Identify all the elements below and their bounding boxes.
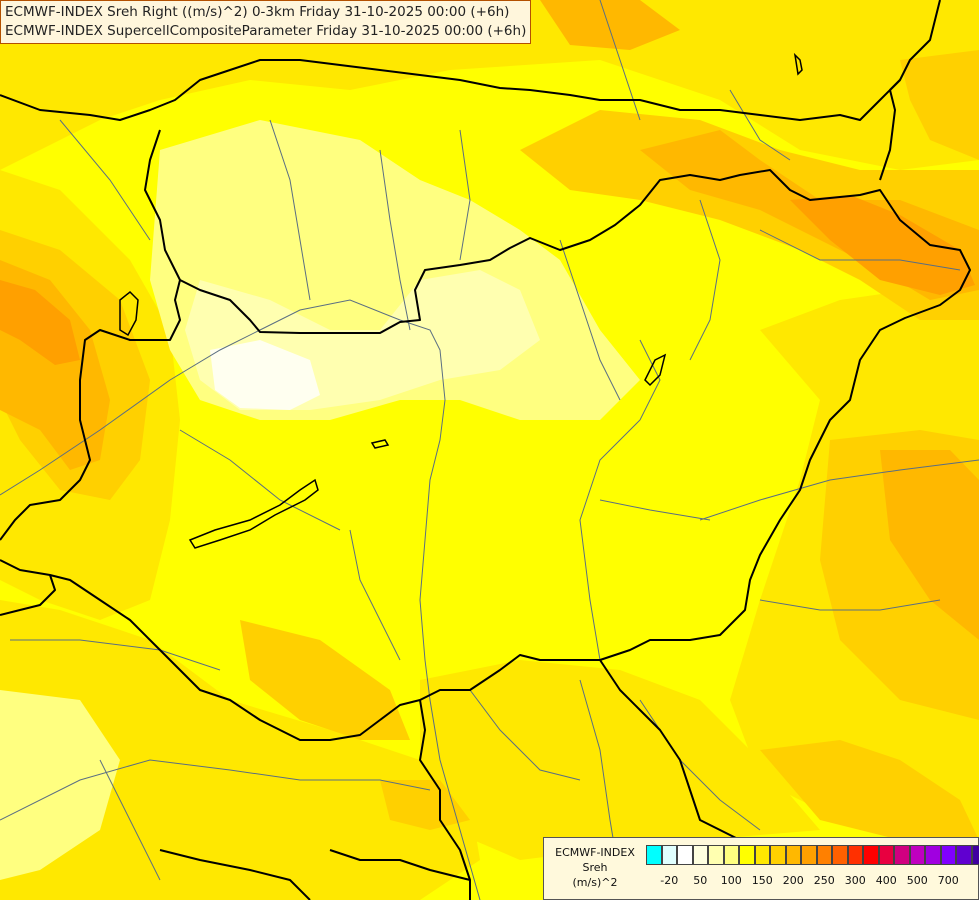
sreh-field-gold-southwest <box>0 600 480 900</box>
river-bottom-left <box>99 759 161 881</box>
sreh-field-orange-top <box>540 0 680 50</box>
border-slovakia-west <box>144 129 181 281</box>
border-romania-east <box>879 79 901 181</box>
lake-small-1 <box>370 439 390 449</box>
legend-swatch-15 <box>878 845 894 865</box>
lake-small-2 <box>644 353 667 387</box>
border-slovenia <box>0 574 56 616</box>
lakes <box>119 52 803 549</box>
map-title-line-1: ECMWF-INDEX Sreh Right ((m/s)^2) 0-3km F… <box>5 4 510 20</box>
legend-swatch-8 <box>770 845 786 865</box>
river-north-3 <box>459 129 471 261</box>
border-croatia-serbia <box>419 699 471 900</box>
river-tisza <box>579 339 661 661</box>
sreh-field-amber-lowwest <box>240 620 410 740</box>
sreh-field-gold-south <box>420 660 820 860</box>
sreh-field-amber-southcentral <box>760 740 979 840</box>
river-central-1 <box>179 429 341 531</box>
sreh-field-orange-southeast <box>880 450 979 640</box>
legend-tick-label: 200 <box>782 874 804 887</box>
sreh-field-orange-topright <box>900 50 979 160</box>
lake-balaton <box>188 478 319 549</box>
river-central-2 <box>349 529 401 661</box>
legend-swatch-21 <box>971 845 979 865</box>
river-north-1 <box>269 119 311 301</box>
river-ne-2 <box>689 199 721 361</box>
legend-swatch-10 <box>801 845 817 865</box>
river-ne-3 <box>759 229 961 271</box>
legend-tick-label: 150 <box>751 874 773 887</box>
legend-tick-label: 700 <box>937 874 959 887</box>
legend-swatch-2 <box>677 845 693 865</box>
legend-tick-label: 250 <box>813 874 835 887</box>
sreh-field-very-pale-central <box>210 340 320 410</box>
legend-tick-label: 100 <box>720 874 742 887</box>
map-title-line-2: ECMWF-INDEX SupercellCompositeParameter … <box>5 23 527 39</box>
legend-swatch-7 <box>754 845 770 865</box>
legend-swatch-18 <box>925 845 941 865</box>
sreh-field-amber-northeast <box>520 110 979 320</box>
sreh-field-dark-orange-ne <box>790 195 975 295</box>
border-hungary <box>0 169 971 741</box>
legend-swatch-5 <box>723 845 739 865</box>
legend-swatch-11 <box>816 845 832 865</box>
river-danube-north <box>0 299 481 900</box>
border-bottom-left <box>159 849 311 900</box>
legend-swatch-6 <box>739 845 755 865</box>
legend-tick-label: 500 <box>906 874 928 887</box>
legend-swatch-3 <box>692 845 708 865</box>
lake-neusiedl <box>119 290 139 337</box>
legend-swatch-1 <box>661 845 677 865</box>
legend-swatch-20 <box>956 845 972 865</box>
river-drava <box>0 759 431 821</box>
map-title-box: ECMWF-INDEX Sreh Right ((m/s)^2) 0-3km F… <box>0 0 532 44</box>
legend-tick-label: -20 <box>660 874 679 887</box>
border-austria-hungary-west <box>0 279 181 541</box>
legend-swatch-12 <box>832 845 848 865</box>
legend-swatch-19 <box>940 845 956 865</box>
border-serbia <box>599 659 741 841</box>
sreh-field-amber-bottom <box>380 780 470 830</box>
legend-swatch-9 <box>785 845 801 865</box>
legend-title-line-1: ECMWF-INDEX <box>555 846 635 859</box>
lake-small-3 <box>793 52 803 76</box>
legend-color-scale <box>646 845 979 865</box>
legend-swatch-17 <box>909 845 925 865</box>
river-north-2 <box>379 149 411 331</box>
river-west-1 <box>59 119 151 241</box>
legend-tick-label: 50 <box>693 874 708 887</box>
river-ne-1 <box>559 239 621 401</box>
legend-swatch-16 <box>894 845 910 865</box>
legend-tick-label: 300 <box>844 874 866 887</box>
legend-title-line-3: (m/s)^2 <box>572 876 618 889</box>
legend-swatch-13 <box>847 845 863 865</box>
river-top-2 <box>729 89 791 161</box>
legend-tick-labels: -20 50 100 150 200 250 300 400 500 700 <box>646 874 976 890</box>
legend-tick-label: 400 <box>875 874 897 887</box>
sreh-field-dark-orange-west <box>0 280 80 365</box>
legend: ECMWF-INDEX Sreh (m/s)^2 -20 50 100 150 200 2… <box>543 837 979 900</box>
legend-swatch-0 <box>646 845 662 865</box>
sreh-field-light-southwest <box>0 690 120 880</box>
river-mures <box>699 459 979 521</box>
river-se-1 <box>599 499 711 521</box>
legend-swatch-4 <box>708 845 724 865</box>
legend-swatch-14 <box>863 845 879 865</box>
legend-title-line-2: Sreh <box>582 861 608 874</box>
river-south-1 <box>469 689 581 781</box>
legend-title: ECMWF-INDEX Sreh (m/s)^2 <box>548 845 642 890</box>
river-west-2 <box>10 639 221 671</box>
river-se-2 <box>759 599 941 611</box>
border-bottom-mid <box>329 849 471 881</box>
